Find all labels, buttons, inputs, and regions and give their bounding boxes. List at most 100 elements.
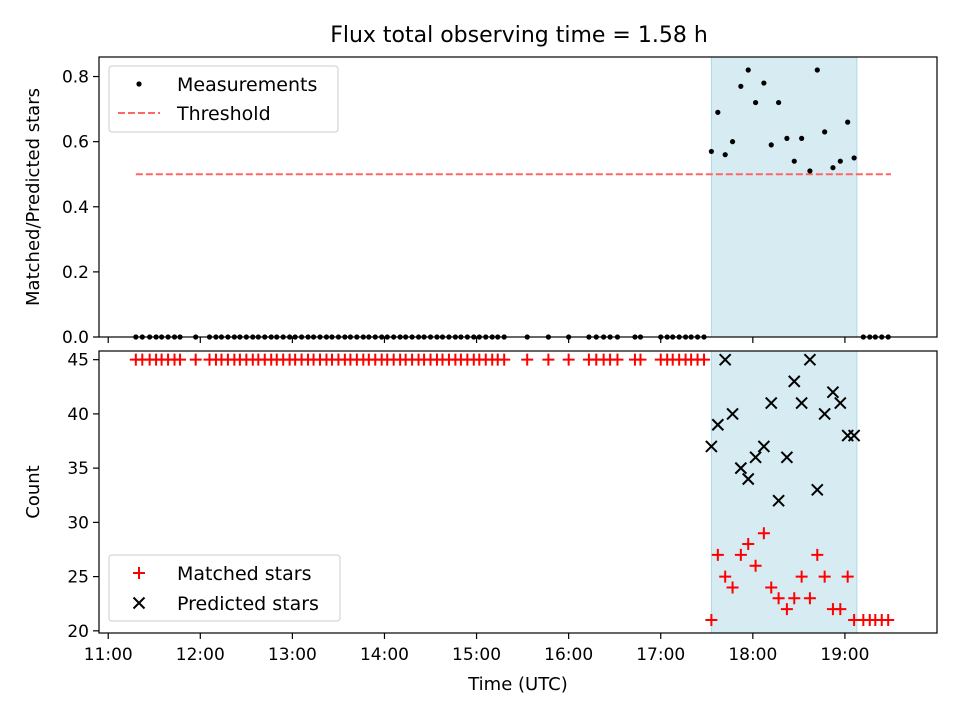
measurement-point — [768, 142, 774, 148]
observing-window-span — [710, 350, 858, 634]
x-tick-label: 14:00 — [360, 645, 409, 665]
matched-star-point — [841, 570, 854, 583]
measurement-point — [752, 99, 759, 106]
legend-predicted-label: Predicted stars — [177, 593, 319, 615]
x-tick-label: 18:00 — [728, 645, 777, 665]
y-tick-label: 40 — [67, 405, 89, 425]
matched-star-point — [742, 538, 755, 551]
y-tick-label: 0.8 — [62, 68, 89, 88]
matched-star-point — [757, 527, 770, 540]
matched-star-point — [542, 353, 555, 366]
count-legend-box — [108, 554, 341, 622]
y-tick-label: 20 — [67, 622, 89, 642]
y-tick-label: 25 — [67, 568, 89, 588]
count-plot-area — [98, 350, 938, 634]
matched-star-point — [705, 613, 718, 626]
matched-star-point — [711, 548, 724, 561]
matched-star-point — [803, 592, 816, 605]
legend-predicted-marker — [132, 596, 146, 610]
y-tick-label: 0.0 — [62, 328, 89, 348]
measurement-point — [851, 155, 857, 161]
x-tick-label: 19:00 — [820, 645, 869, 665]
count-legend: Matched stars Predicted stars — [108, 554, 341, 622]
matched-star-point — [780, 603, 793, 616]
y-tick-label: 30 — [67, 513, 89, 533]
measurement-point — [830, 165, 836, 171]
measurement-point — [814, 67, 820, 73]
matched-star-point — [174, 353, 187, 366]
y-tick-label: 0.2 — [62, 263, 89, 283]
matched-star-point — [788, 592, 801, 605]
measurement-point — [738, 83, 744, 89]
ratio-legend-box — [108, 65, 339, 133]
y-tick-label: 0.4 — [62, 198, 89, 218]
ratio-y-axis: 0.0 0.2 0.4 0.6 0.8 — [62, 68, 99, 348]
matched-star-point — [726, 581, 739, 594]
predicted-star-point — [772, 494, 785, 507]
legend-measurements-marker — [136, 81, 142, 87]
matched-star-point — [882, 613, 895, 626]
measurement-point — [708, 148, 714, 155]
matched-star-point — [834, 603, 847, 616]
measurement-point — [791, 158, 797, 164]
predicted-star-points — [705, 353, 861, 507]
measurement-point — [729, 139, 736, 145]
y-tick-label: 45 — [67, 351, 89, 371]
legend-matched-marker — [133, 567, 145, 579]
x-tick-label: 15:00 — [452, 645, 501, 665]
predicted-star-point — [726, 407, 739, 421]
matched-star-point — [811, 548, 824, 561]
measurement-points — [133, 67, 891, 340]
measurement-point — [837, 158, 843, 164]
matched-star-point — [634, 353, 647, 366]
measurement-point — [715, 109, 721, 115]
y-tick-label: 0.6 — [62, 133, 89, 153]
x-tick-label: 17:00 — [636, 645, 685, 665]
x-tick-label: 12:00 — [176, 645, 225, 665]
measurement-point — [784, 135, 790, 141]
predicted-star-point — [765, 396, 778, 410]
ratio-x-axis — [107, 337, 846, 343]
y-tick-label: 35 — [67, 459, 89, 479]
x-tick-label: 11:00 — [84, 645, 133, 665]
x-tick-label: 16:00 — [544, 645, 593, 665]
predicted-star-point — [749, 451, 762, 464]
predicted-star-point — [826, 386, 840, 399]
x-axis-label: Time (UTC) — [467, 674, 568, 695]
measurement-point — [776, 99, 782, 106]
legend-measurements-label: Measurements — [177, 74, 317, 96]
measurement-point — [822, 129, 828, 135]
count-panel: 20 25 30 35 40 45 11:00 12:00 13:00 14:00 15:00 16… — [23, 350, 938, 695]
measurement-point — [745, 67, 751, 73]
predicted-star-point — [705, 440, 718, 453]
legend-threshold-label: Threshold — [176, 103, 271, 125]
measurement-point — [761, 80, 767, 86]
matched-star-point — [795, 570, 808, 583]
matched-star-point — [611, 353, 624, 366]
matched-star-point — [772, 592, 785, 605]
predicted-star-point — [803, 353, 817, 366]
predicted-star-point — [718, 353, 732, 366]
matched-star-point — [189, 353, 202, 366]
predicted-star-point — [780, 451, 794, 464]
measurement-point — [722, 152, 728, 158]
measurement-point — [799, 135, 805, 141]
predicted-star-point — [834, 396, 847, 410]
observing-window-span — [710, 56, 858, 338]
matched-star-point — [719, 570, 732, 583]
predicted-star-point — [711, 418, 725, 431]
ratio-plot-area — [98, 56, 938, 338]
count-y-axis: 20 25 30 35 40 45 — [67, 351, 99, 642]
predicted-star-point — [788, 375, 801, 388]
predicted-star-point — [847, 429, 861, 442]
count-x-axis: 11:00 12:00 13:00 14:00 15:00 16:00 17:00 18:00… — [84, 633, 869, 665]
measurement-point — [807, 168, 813, 174]
x-tick-label: 13:00 — [268, 645, 317, 665]
matched-star-point — [749, 559, 762, 572]
predicted-star-point — [734, 461, 748, 475]
ratio-panel: 0.00.20.40.60.8 Matched/Predicted stars … — [23, 56, 938, 348]
predicted-star-point — [811, 483, 824, 497]
matched-star-points — [129, 353, 895, 626]
measurement-point — [845, 119, 851, 125]
